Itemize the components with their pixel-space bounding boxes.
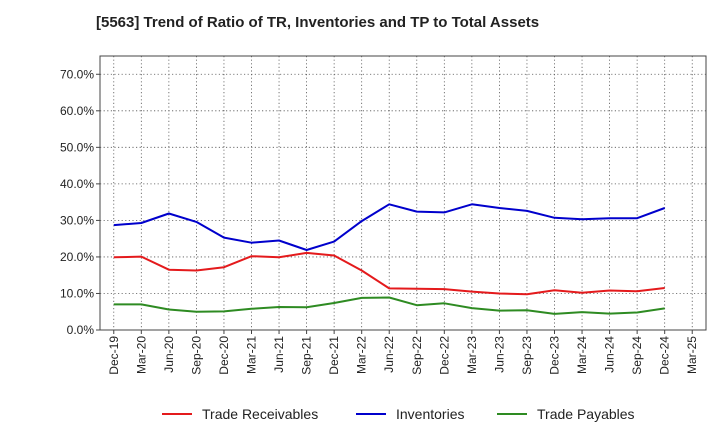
y-tick-label: 60.0% xyxy=(60,104,94,118)
y-tick-label: 50.0% xyxy=(60,140,94,154)
plot-area xyxy=(100,56,706,330)
x-tick-label: Mar-20 xyxy=(134,336,148,374)
y-tick-label: 40.0% xyxy=(60,177,94,191)
x-tick-label: Sep-23 xyxy=(520,336,534,375)
x-tick-label: Mar-21 xyxy=(245,336,259,374)
x-tick-label: Sep-24 xyxy=(630,336,644,375)
x-tick-label: Sep-21 xyxy=(300,336,314,375)
y-tick-label: 70.0% xyxy=(60,67,94,81)
grid-lines xyxy=(100,56,706,330)
y-tick-label: 0.0% xyxy=(67,323,95,337)
y-tick-label: 10.0% xyxy=(60,286,94,300)
y-tick-label: 20.0% xyxy=(60,250,94,264)
x-tick-label: Mar-24 xyxy=(575,336,589,374)
legend-label-inventories: Inventories xyxy=(396,406,464,422)
x-tick-label: Dec-19 xyxy=(107,336,121,375)
chart-title: [5563] Trend of Ratio of TR, Inventories… xyxy=(96,14,540,31)
x-tick-label: Dec-23 xyxy=(548,336,562,375)
x-tick-label: Jun-20 xyxy=(162,336,176,373)
x-tick-label: Dec-21 xyxy=(327,336,341,375)
x-tick-label: Mar-25 xyxy=(685,336,699,374)
x-tick-label: Mar-22 xyxy=(355,336,369,374)
x-tick-label: Jun-24 xyxy=(603,336,617,373)
x-tick-label: Jun-22 xyxy=(382,336,396,373)
legend: Trade Receivables Inventories Trade Payabl… xyxy=(162,406,635,422)
y-tick-label: 30.0% xyxy=(60,213,94,227)
x-tick-label: Jun-23 xyxy=(492,336,506,373)
series-line-trade-payables xyxy=(113,296,665,315)
legend-label-trade-payables: Trade Payables xyxy=(537,406,635,422)
x-tick-label: Dec-20 xyxy=(217,336,231,375)
x-tick-label: Jun-21 xyxy=(272,336,286,373)
plot-frame xyxy=(99,55,707,331)
x-tick-label: Mar-23 xyxy=(465,336,479,374)
series-line-inventories xyxy=(113,203,666,251)
series-lines xyxy=(113,203,666,315)
x-tick-label: Dec-24 xyxy=(658,336,672,375)
series-line-trade-receivables xyxy=(113,251,665,296)
x-tick-label: Sep-22 xyxy=(410,336,424,375)
x-tick-label: Dec-22 xyxy=(437,336,451,375)
legend-label-trade-receivables: Trade Receivables xyxy=(202,406,318,422)
y-axis-ticks: 0.0% 10.0% 20.0% 30.0% 40.0% 50.0% 60.0% 70.0% xyxy=(60,67,100,337)
x-axis-ticks: Dec-19 Mar-20 Jun-20 Sep-20 Dec-20 Mar-21 Jun-… xyxy=(107,330,699,375)
x-tick-label: Sep-20 xyxy=(189,336,203,375)
